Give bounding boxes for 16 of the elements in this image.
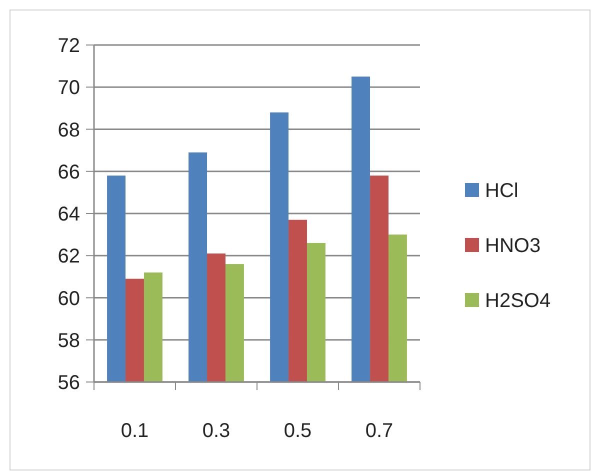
- legend-label: H2SO4: [485, 290, 551, 312]
- x-tick-label: 0.1: [120, 420, 149, 442]
- y-tick-label: 66: [58, 161, 80, 184]
- x-tick-label: 0.5: [284, 420, 312, 442]
- y-tick-label: 64: [58, 204, 80, 226]
- y-tick-label: 62: [58, 246, 80, 268]
- y-tick-label: 58: [58, 330, 80, 352]
- y-tick-label: 68: [58, 119, 80, 142]
- legend-label: HCl: [485, 180, 518, 202]
- x-tick-label: 0.7: [365, 420, 394, 442]
- x-tick-label: 0.3: [202, 420, 230, 442]
- y-tick-label: 72: [58, 35, 80, 57]
- y-tick-label: 60: [58, 288, 80, 310]
- y-tick-label: 70: [58, 77, 80, 100]
- y-tick-label: 56: [58, 372, 80, 394]
- legend-label: HNO3: [485, 235, 541, 257]
